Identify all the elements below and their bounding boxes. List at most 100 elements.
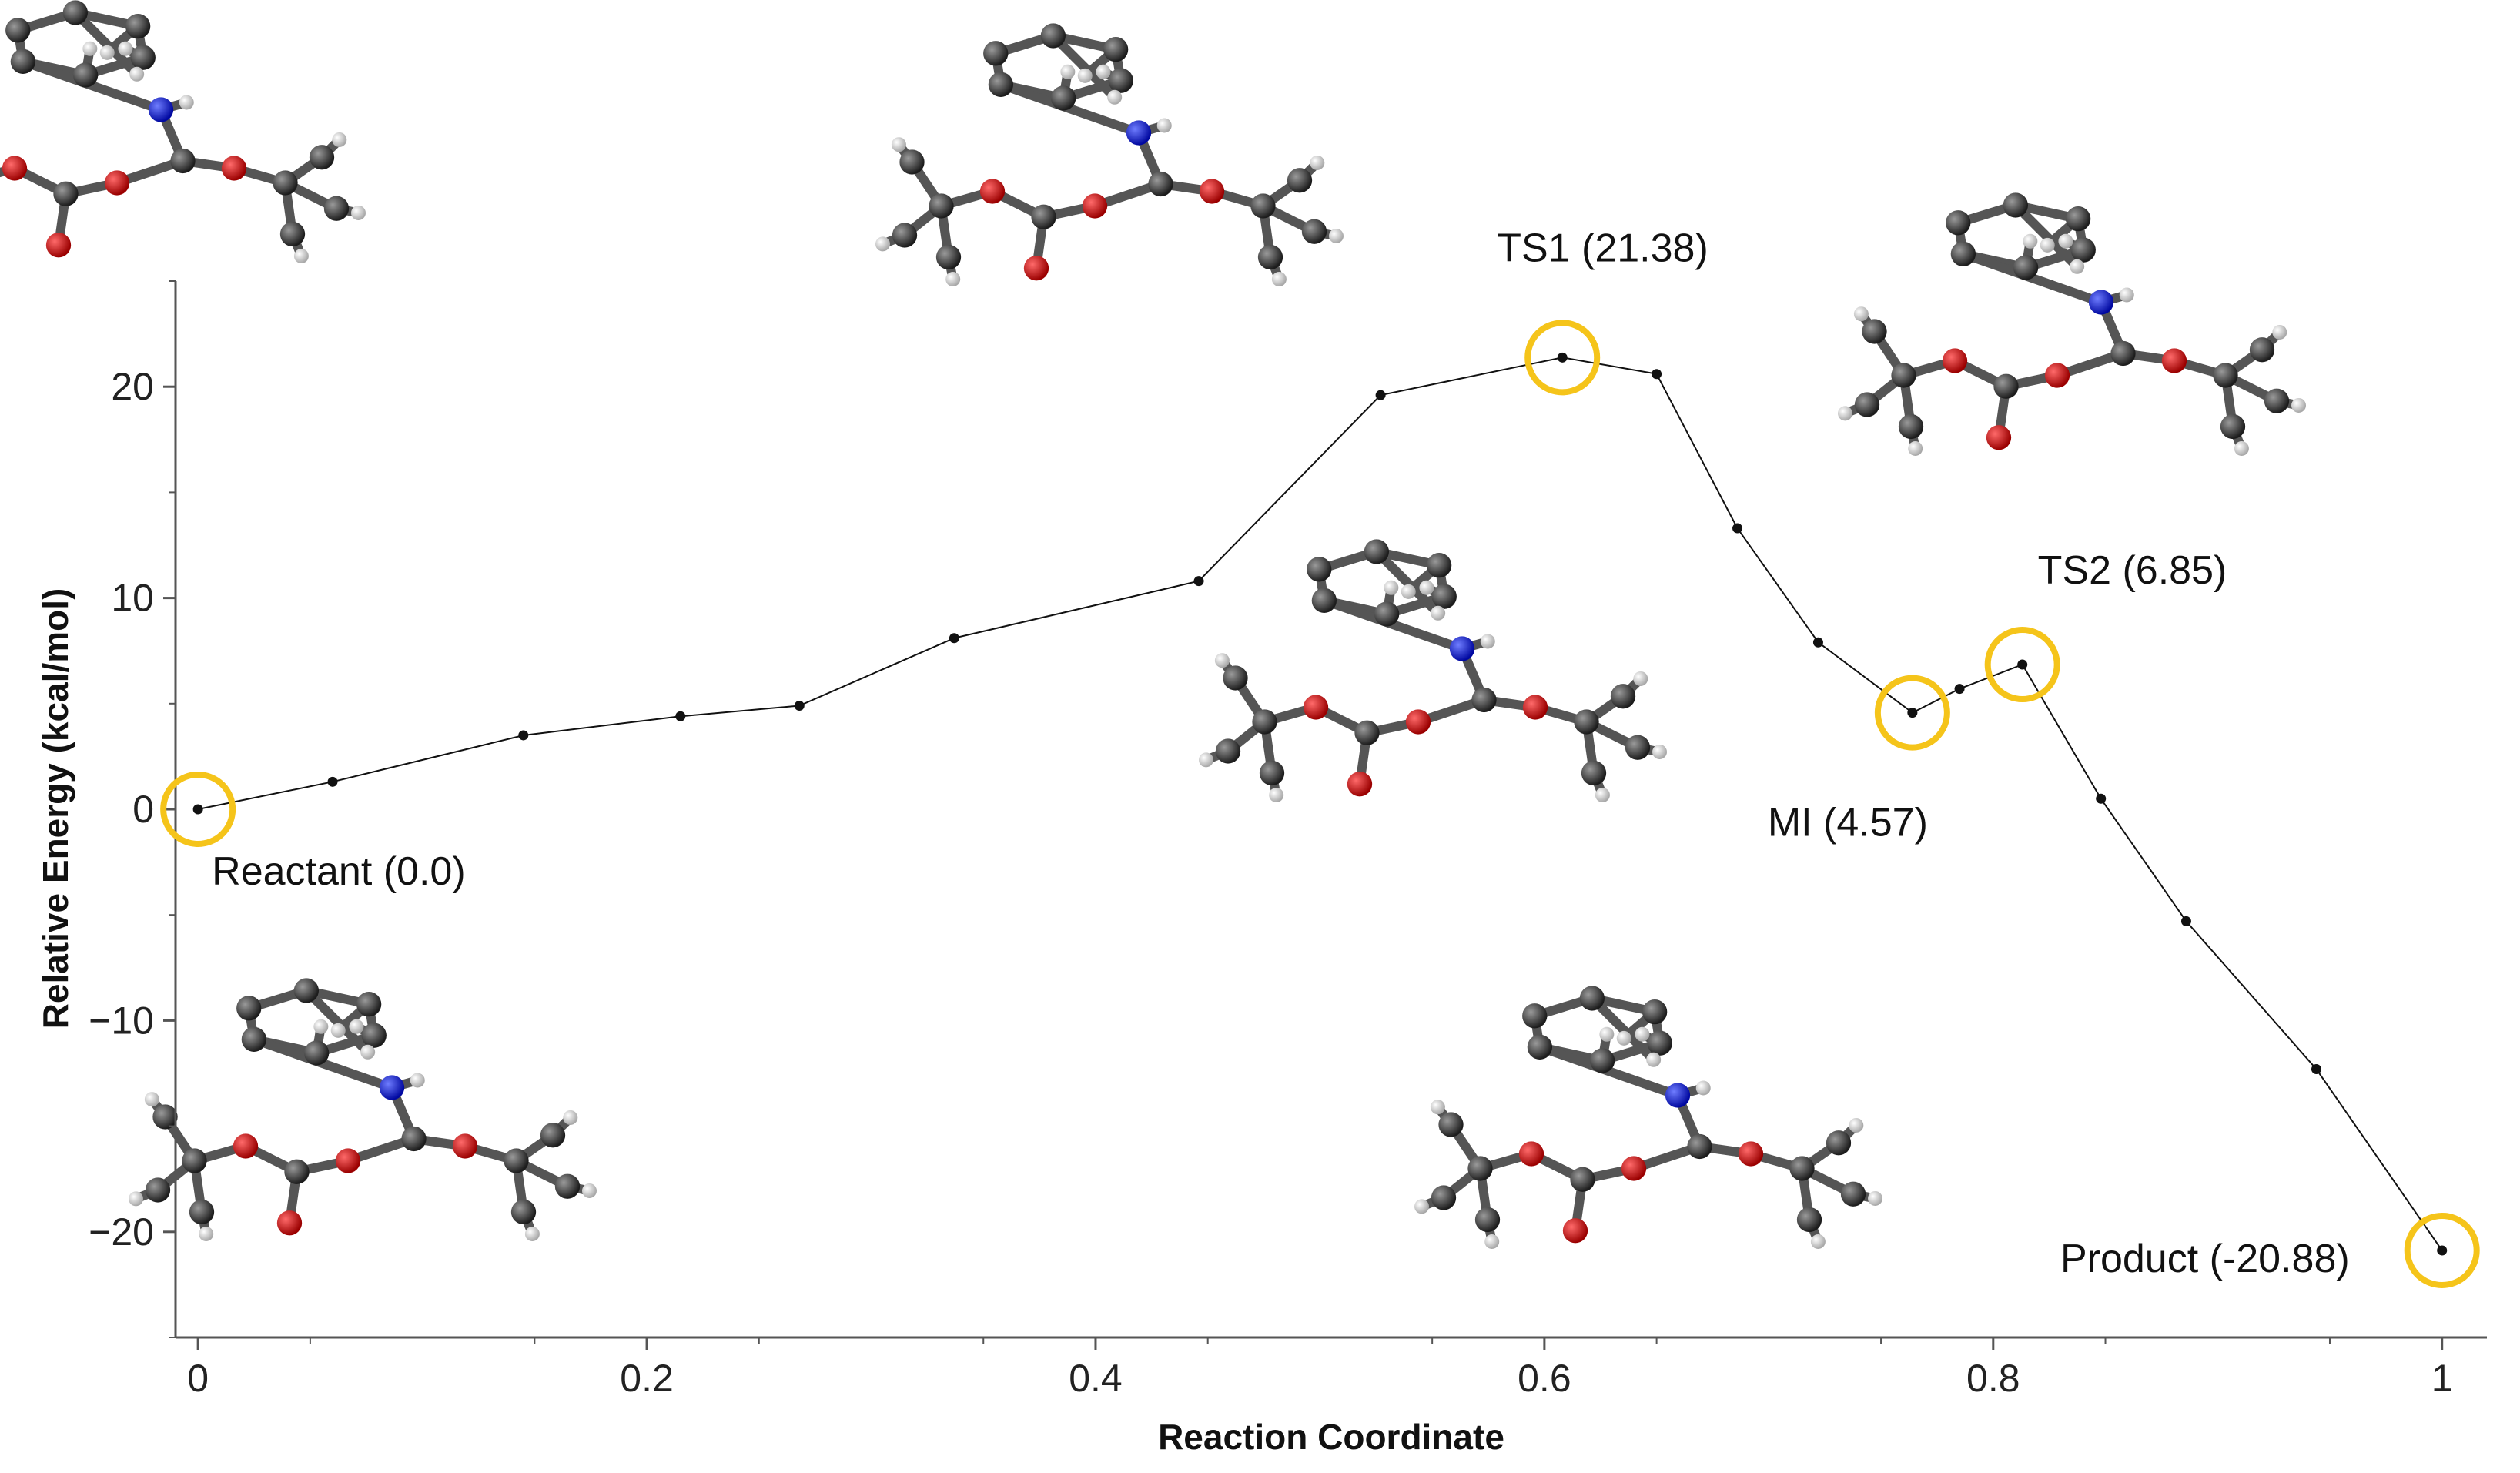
- atom: [170, 148, 196, 174]
- atom: [360, 1044, 376, 1060]
- axes: 0 0.2 0.4 0.6 0.8 1 20 10 0 −10 −20: [89, 280, 2487, 1400]
- atom: [1438, 1112, 1464, 1137]
- atom: [2, 156, 28, 181]
- atom: [2264, 388, 2290, 413]
- atom: [1898, 413, 1924, 440]
- bond: [1371, 547, 1443, 618]
- atom: [401, 1126, 427, 1152]
- atom: [1199, 179, 1225, 204]
- atom: [1950, 241, 1976, 266]
- atom: [1642, 999, 1668, 1025]
- molecule-product: [1414, 986, 1882, 1249]
- atom: [540, 1123, 566, 1148]
- atom: [899, 149, 925, 175]
- atom: [1329, 228, 1344, 243]
- atom: [2161, 348, 2187, 373]
- atom: [1695, 1080, 1711, 1096]
- atom: [1126, 120, 1152, 146]
- atom: [2070, 237, 2096, 263]
- atom: [2070, 259, 2085, 274]
- atom: [891, 137, 906, 152]
- atom: [2234, 441, 2249, 456]
- atom: [1401, 584, 1416, 599]
- atom: [875, 236, 890, 252]
- atom: [1610, 684, 1636, 709]
- atom: [2291, 397, 2306, 413]
- atom: [313, 1019, 329, 1034]
- atom: [1156, 118, 1172, 133]
- series-layer: [192, 352, 2448, 1256]
- atom: [452, 1133, 478, 1159]
- atom: [53, 181, 79, 206]
- atom: [5, 18, 31, 43]
- atom: [323, 196, 350, 221]
- atom: [1259, 760, 1285, 786]
- atom: [2088, 290, 2114, 315]
- atom: [1082, 193, 1108, 219]
- atom: [2213, 363, 2238, 388]
- data-point: [1375, 390, 1386, 400]
- atom: [1480, 634, 1495, 649]
- atom: [979, 179, 1006, 204]
- atom: [1096, 64, 1111, 79]
- atom: [892, 223, 918, 248]
- highlight-layer: [160, 320, 2480, 1288]
- bond: [1048, 31, 1119, 102]
- atom: [2003, 192, 2029, 218]
- atom: [410, 1073, 425, 1088]
- atom: [1838, 406, 1852, 421]
- atom: [1040, 23, 1066, 49]
- atom: [1384, 580, 1399, 595]
- data-point: [794, 701, 805, 711]
- atom: [335, 1148, 361, 1173]
- atom: [510, 1199, 537, 1225]
- atom: [379, 1075, 405, 1100]
- molecule-reactant: [129, 978, 597, 1241]
- y-tick-label: 0: [132, 788, 154, 831]
- atom: [1430, 1100, 1445, 1115]
- atom: [1599, 1026, 1615, 1042]
- bond: [70, 8, 142, 79]
- atom: [554, 1173, 581, 1199]
- atom: [279, 221, 306, 247]
- data-point: [1732, 523, 1743, 534]
- atom: [1199, 752, 1213, 768]
- data-point: [192, 804, 203, 815]
- atom: [1311, 588, 1337, 613]
- atom: [233, 1133, 259, 1159]
- atom: [182, 1148, 207, 1173]
- atom: [1522, 1003, 1548, 1029]
- data-point: [1907, 708, 1918, 718]
- y-tick-label: −10: [89, 999, 154, 1042]
- atom: [1252, 709, 1277, 735]
- atom: [1840, 1181, 1866, 1207]
- data-point: [2096, 793, 2107, 804]
- atom: [1257, 244, 1283, 270]
- atom: [273, 170, 298, 196]
- data-point: [518, 730, 529, 741]
- x-tick-label: 0.4: [1069, 1357, 1123, 1400]
- atom: [2220, 413, 2246, 440]
- atom: [504, 1148, 529, 1173]
- data-point: [675, 711, 686, 721]
- atom: [1271, 272, 1287, 286]
- atom: [1562, 1218, 1588, 1244]
- atom: [983, 41, 1009, 66]
- data-point: [1557, 352, 1568, 363]
- atom: [276, 1210, 303, 1236]
- atom: [945, 272, 961, 286]
- atom: [303, 1040, 330, 1066]
- atom: [351, 205, 366, 220]
- atom: [1665, 1083, 1691, 1108]
- x-axis-title: Reaction Coordinate: [1158, 1417, 1504, 1457]
- y-tick-label: 20: [111, 365, 154, 408]
- data-point: [1812, 637, 1823, 648]
- atom: [221, 156, 247, 181]
- x-tick-label: 1: [2431, 1357, 2453, 1400]
- atom: [1449, 636, 1475, 661]
- atom: [1307, 557, 1332, 582]
- atom: [1431, 584, 1457, 609]
- highlight-circle: [1524, 320, 1601, 396]
- atom: [1826, 1130, 1852, 1156]
- atom: [1250, 193, 1276, 219]
